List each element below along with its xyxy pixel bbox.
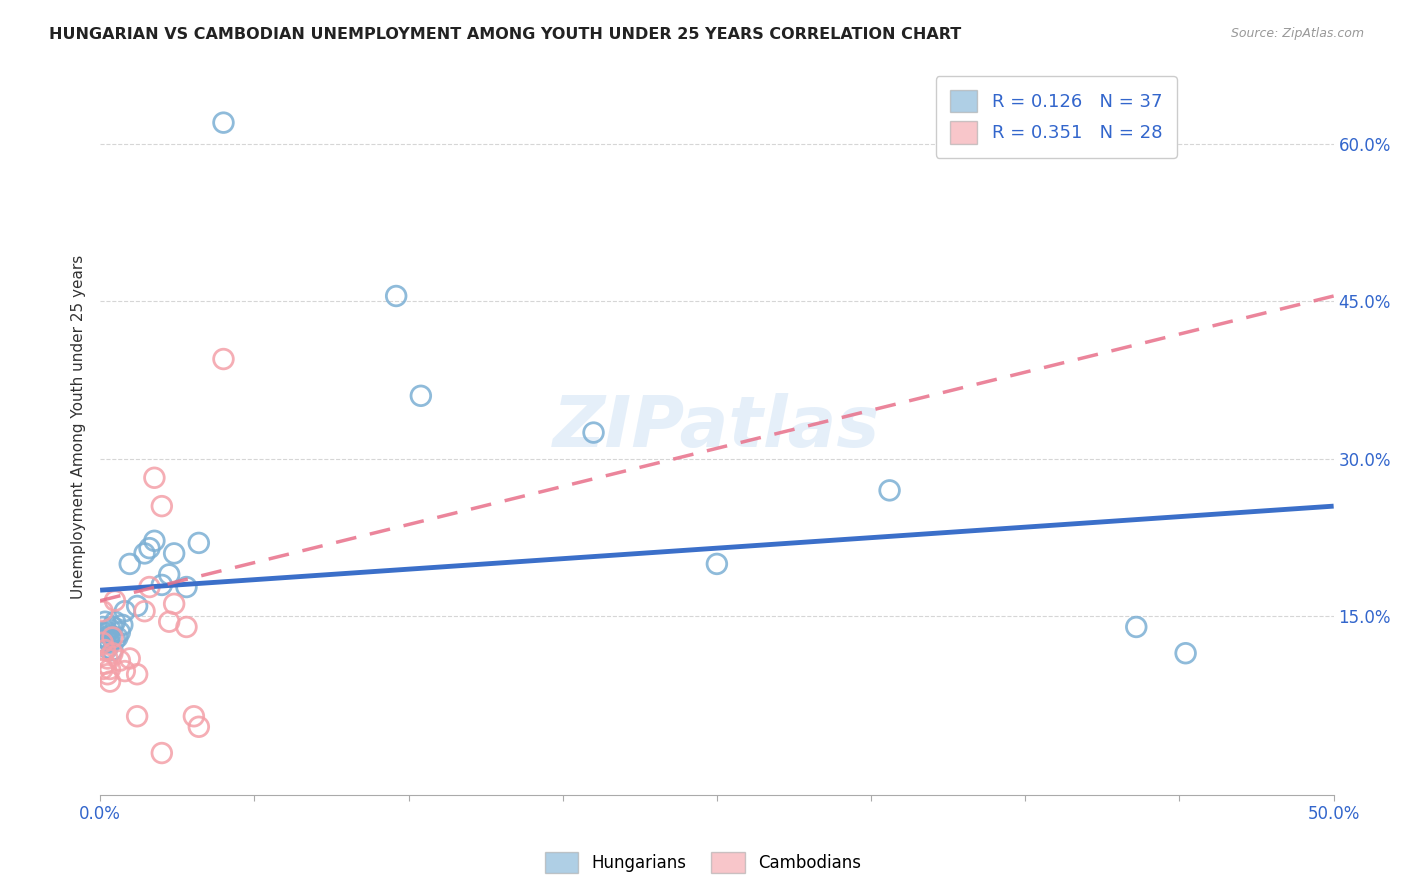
Point — [105, 631, 128, 645]
Point — [1174, 646, 1197, 660]
Text: Source: ZipAtlas.com: Source: ZipAtlas.com — [1230, 27, 1364, 40]
Point — [104, 615, 127, 629]
Point — [94, 643, 117, 657]
Point — [118, 651, 141, 665]
Point — [94, 631, 117, 645]
Point — [385, 289, 408, 303]
Point — [91, 662, 114, 676]
Point — [114, 664, 136, 678]
Point — [108, 654, 131, 668]
Point — [150, 578, 173, 592]
Point — [91, 636, 114, 650]
Text: HUNGARIAN VS CAMBODIAN UNEMPLOYMENT AMONG YOUTH UNDER 25 YEARS CORRELATION CHART: HUNGARIAN VS CAMBODIAN UNEMPLOYMENT AMON… — [49, 27, 962, 42]
Point — [94, 615, 117, 629]
Point — [94, 657, 117, 671]
Point — [101, 631, 124, 645]
Point — [96, 625, 118, 640]
Point — [187, 536, 209, 550]
Point — [157, 567, 180, 582]
Point — [98, 674, 121, 689]
Point — [163, 546, 186, 560]
Point — [176, 620, 198, 634]
Point — [96, 632, 118, 647]
Point — [98, 662, 121, 676]
Y-axis label: Unemployment Among Youth under 25 years: Unemployment Among Youth under 25 years — [72, 255, 86, 599]
Point — [111, 618, 134, 632]
Point — [91, 625, 114, 640]
Point — [212, 115, 235, 129]
Point — [127, 709, 149, 723]
Point — [118, 557, 141, 571]
Point — [706, 557, 728, 571]
Point — [101, 620, 124, 634]
Legend: R = 0.126   N = 37, R = 0.351   N = 28: R = 0.126 N = 37, R = 0.351 N = 28 — [935, 76, 1177, 158]
Point — [96, 667, 118, 681]
Point — [96, 640, 118, 655]
Point — [98, 628, 121, 642]
Point — [582, 425, 605, 440]
Point — [212, 352, 235, 367]
Point — [108, 625, 131, 640]
Point — [138, 541, 160, 556]
Point — [104, 593, 127, 607]
Legend: Hungarians, Cambodians: Hungarians, Cambodians — [538, 846, 868, 880]
Point — [134, 546, 156, 560]
Point — [96, 651, 118, 665]
Point — [98, 622, 121, 636]
Point — [143, 533, 166, 548]
Point — [183, 709, 205, 723]
Point — [150, 746, 173, 760]
Point — [104, 632, 127, 647]
Point — [163, 597, 186, 611]
Point — [150, 499, 173, 513]
Point — [176, 580, 198, 594]
Point — [101, 643, 124, 657]
Point — [91, 620, 114, 634]
Point — [138, 580, 160, 594]
Point — [91, 604, 114, 618]
Point — [94, 636, 117, 650]
Point — [98, 636, 121, 650]
Point — [187, 720, 209, 734]
Point — [409, 389, 432, 403]
Point — [1125, 620, 1147, 634]
Point — [157, 615, 180, 629]
Point — [134, 604, 156, 618]
Text: ZIPatlas: ZIPatlas — [553, 392, 880, 462]
Point — [143, 471, 166, 485]
Point — [114, 604, 136, 618]
Point — [127, 667, 149, 681]
Point — [101, 646, 124, 660]
Point — [879, 483, 901, 498]
Point — [127, 599, 149, 613]
